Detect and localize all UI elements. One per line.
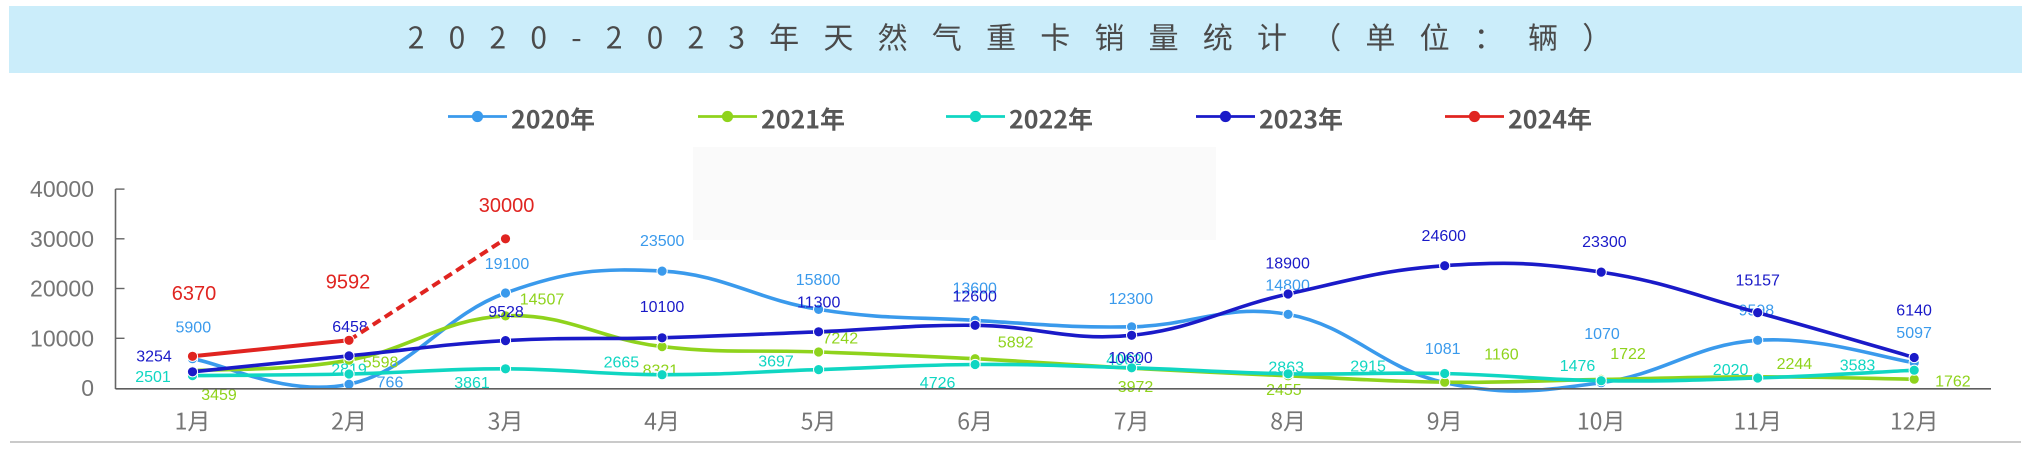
svg-text:18900: 18900 [1265,255,1310,272]
svg-text:4726: 4726 [920,375,956,392]
svg-text:1070: 1070 [1584,326,1620,343]
svg-text:2665: 2665 [604,355,640,372]
svg-text:20000: 20000 [30,276,94,302]
svg-text:5892: 5892 [998,335,1034,352]
svg-text:24600: 24600 [1422,228,1467,245]
svg-text:5598: 5598 [363,354,399,371]
svg-text:14507: 14507 [520,291,565,308]
svg-text:2244: 2244 [1777,356,1813,373]
svg-text:23300: 23300 [1582,234,1627,251]
svg-text:15800: 15800 [796,272,841,289]
svg-text:19100: 19100 [485,256,530,273]
svg-text:1476: 1476 [1560,358,1596,375]
svg-text:40000: 40000 [30,176,94,202]
svg-text:1762: 1762 [1935,374,1971,391]
svg-text:7242: 7242 [823,331,859,348]
svg-text:2863: 2863 [1268,360,1304,377]
svg-text:6458: 6458 [332,319,368,336]
svg-text:13600: 13600 [952,280,997,297]
svg-text:23500: 23500 [640,233,685,250]
svg-text:3861: 3861 [454,375,490,392]
svg-text:11300: 11300 [797,294,840,311]
svg-text:5097: 5097 [1896,325,1932,342]
svg-text:3697: 3697 [758,353,794,370]
svg-text:3583: 3583 [1840,357,1876,374]
svg-text:1722: 1722 [1610,346,1646,363]
svg-text:3254: 3254 [136,348,172,365]
svg-text:2501: 2501 [135,369,171,386]
svg-text:10100: 10100 [640,299,685,316]
svg-text:30000: 30000 [30,226,94,252]
svg-text:2020: 2020 [1713,362,1749,379]
svg-text:9528: 9528 [488,304,524,321]
svg-text:15157: 15157 [1735,272,1780,289]
svg-text:30000: 30000 [479,195,535,217]
svg-text:2915: 2915 [1350,358,1386,375]
svg-text:3459: 3459 [201,387,237,404]
svg-text:6140: 6140 [1896,303,1932,320]
svg-text:0: 0 [81,375,94,401]
svg-text:2455: 2455 [1266,382,1302,399]
svg-text:12300: 12300 [1109,291,1154,308]
svg-text:1081: 1081 [1425,341,1461,358]
svg-text:3972: 3972 [1118,379,1154,396]
svg-text:1160: 1160 [1484,346,1519,363]
svg-text:12600: 12600 [952,288,997,305]
svg-text:9592: 9592 [326,272,371,294]
svg-text:6370: 6370 [172,283,217,305]
svg-text:766: 766 [377,375,404,392]
svg-text:10000: 10000 [30,325,94,351]
svg-text:5900: 5900 [176,320,212,337]
svg-text:10600: 10600 [1108,350,1153,367]
